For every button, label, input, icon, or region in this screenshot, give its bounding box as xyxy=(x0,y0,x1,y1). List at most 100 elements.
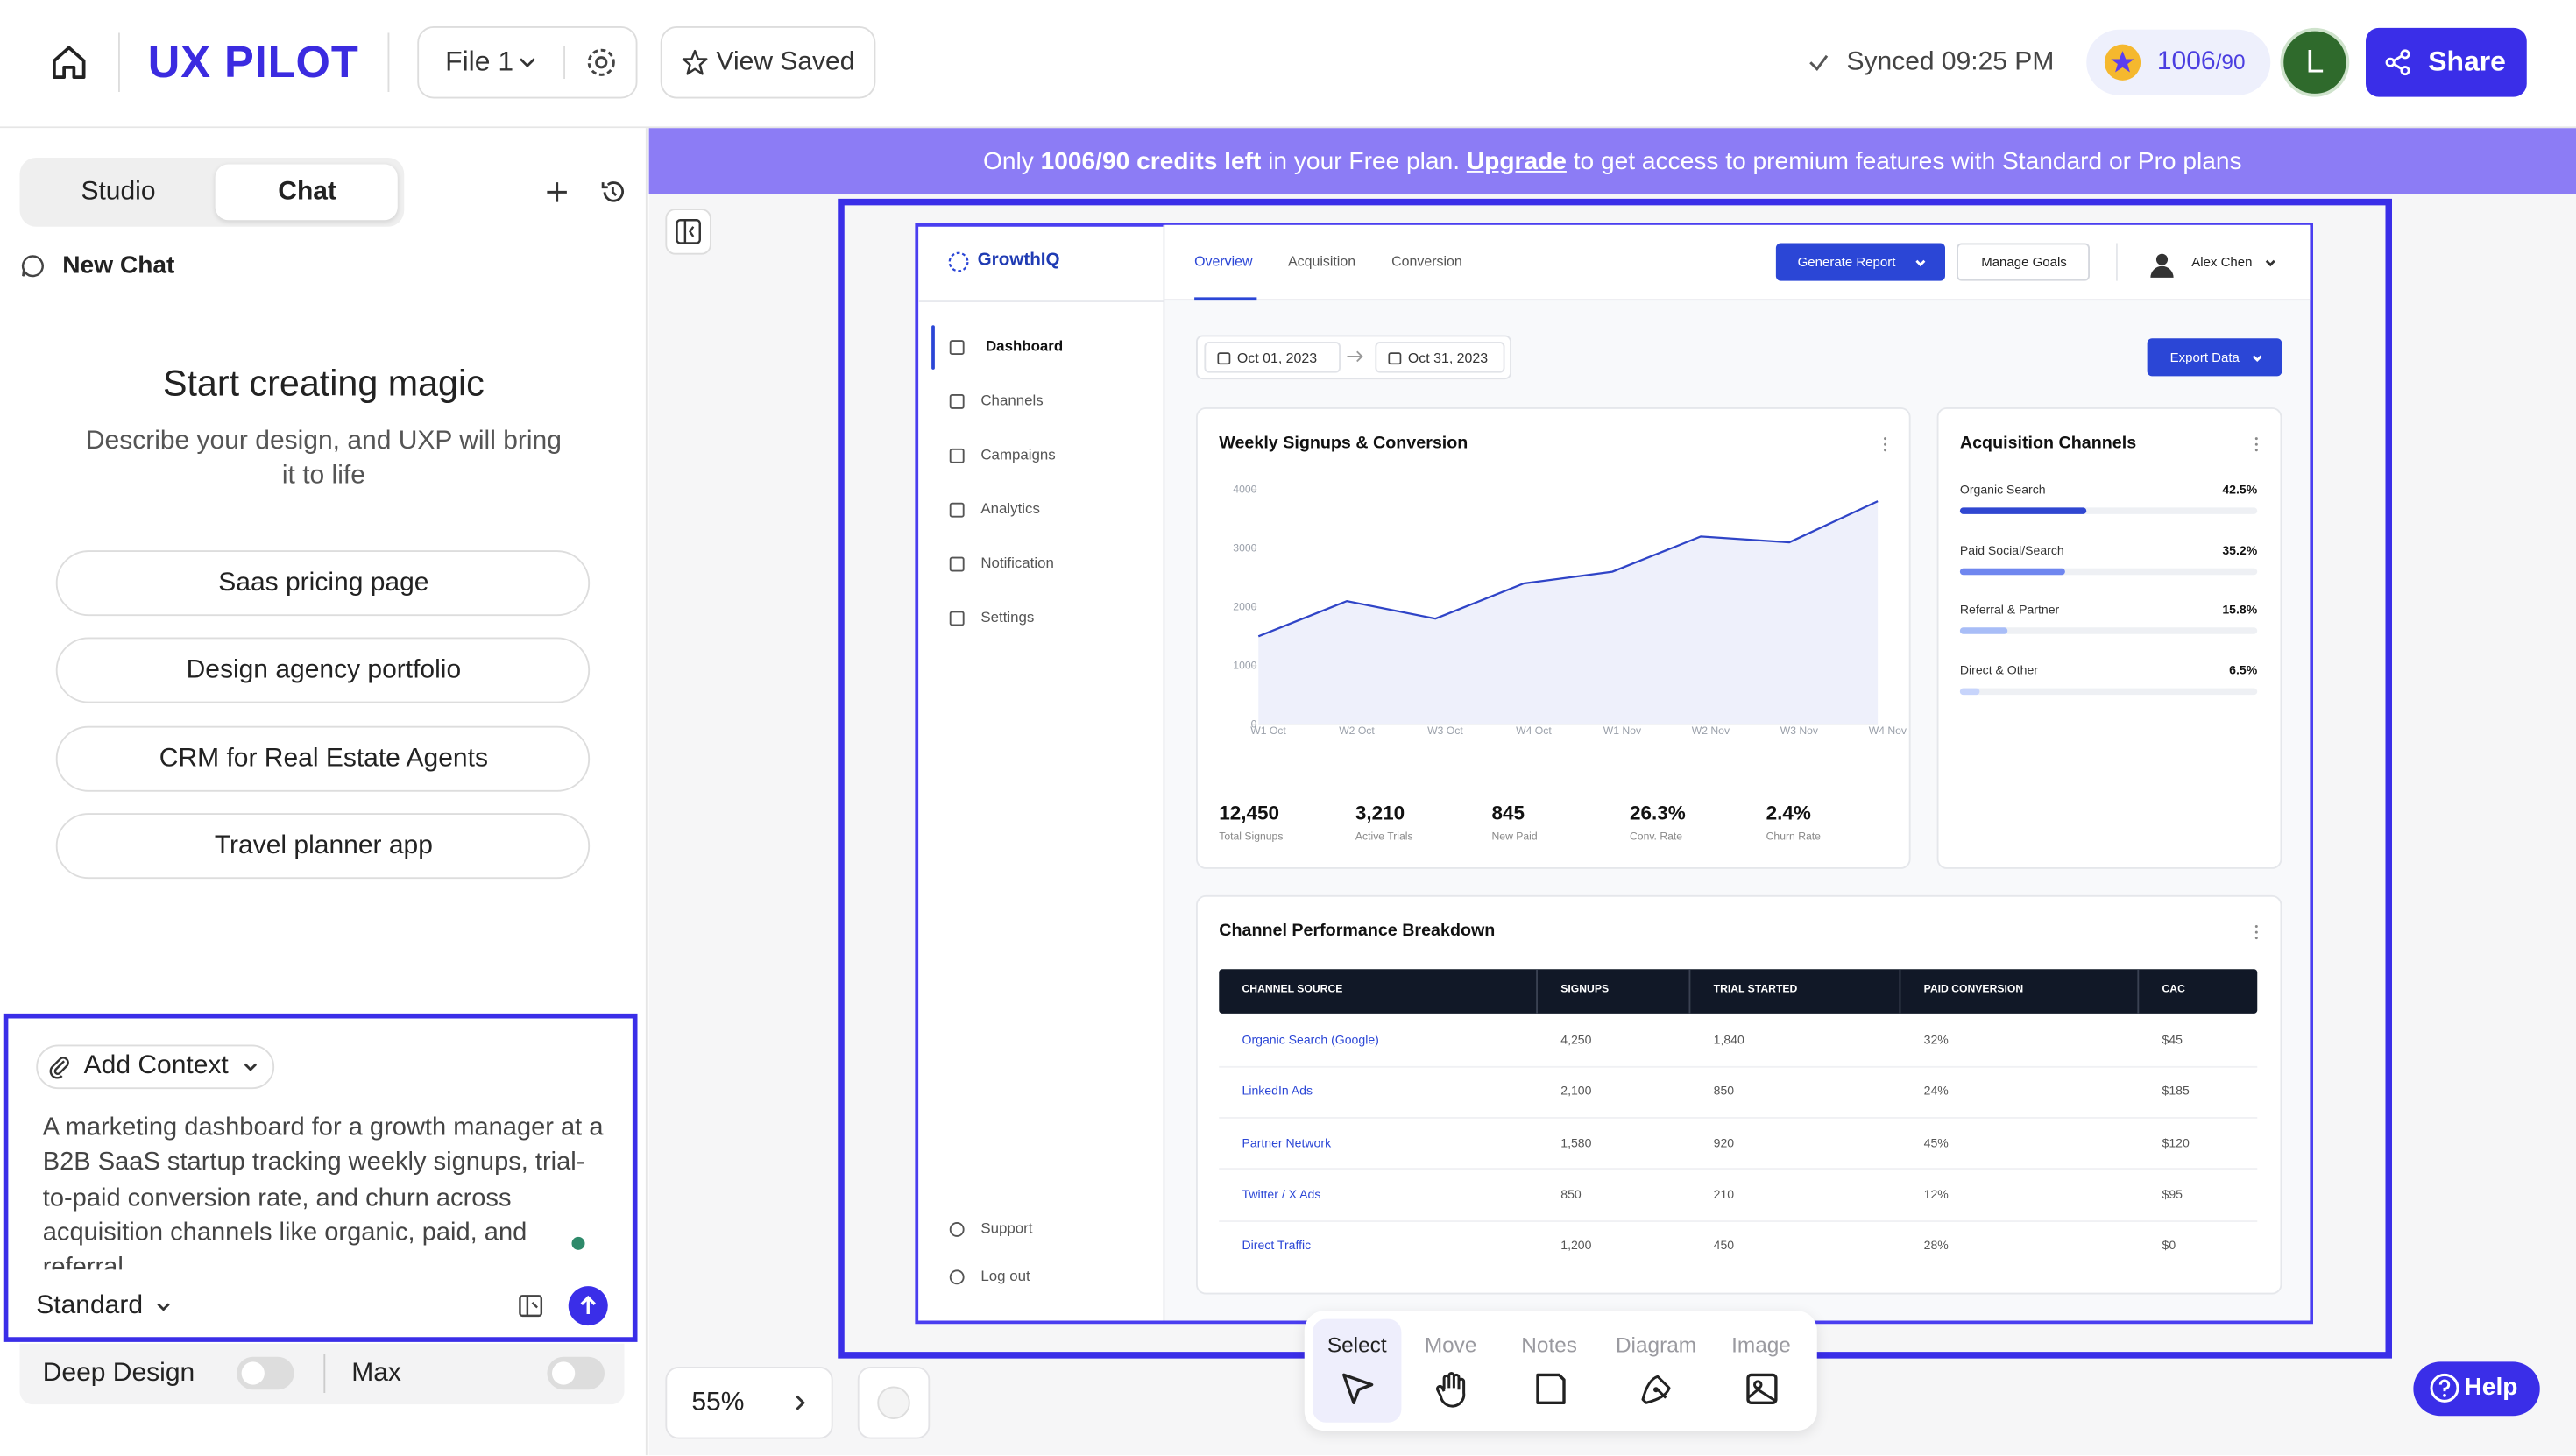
nav-icon xyxy=(949,611,964,626)
color-swatch xyxy=(877,1387,910,1420)
dash-nav-item[interactable]: Campaigns xyxy=(980,446,1055,463)
help-label: Help xyxy=(2465,1374,2518,1403)
home-icon[interactable] xyxy=(51,45,87,81)
stat-value: 3,210 xyxy=(1355,802,1405,825)
tool-icon[interactable] xyxy=(1637,1369,1674,1407)
tab-label[interactable]: Chat xyxy=(278,176,336,208)
icon-part xyxy=(950,1222,963,1235)
dash-footer-nav[interactable]: Log out xyxy=(980,1268,1030,1285)
upgrade-link[interactable]: Upgrade xyxy=(1467,147,1567,175)
column-header: TRIAL STARTED xyxy=(1714,984,1798,997)
dash-tab[interactable]: Acquisition xyxy=(1288,253,1355,270)
dash-nav-item[interactable]: Dashboard xyxy=(986,338,1063,356)
prompt-text[interactable]: A marketing dashboard for a growth manag… xyxy=(43,1111,610,1270)
help-icon xyxy=(2430,1374,2459,1403)
brand-icon xyxy=(947,251,968,272)
column-header: SIGNUPS xyxy=(1560,984,1609,997)
settings-icon[interactable] xyxy=(586,47,616,77)
library-icon[interactable] xyxy=(518,1293,544,1319)
table-cell: 12% xyxy=(1924,1186,1949,1201)
column-divider xyxy=(1689,969,1691,1014)
new-chat[interactable]: New Chat xyxy=(62,251,174,281)
icon-part xyxy=(1652,1386,1658,1391)
icon-part xyxy=(683,51,706,74)
icon-part xyxy=(1537,1374,1563,1402)
tool-label[interactable]: Select xyxy=(1327,1332,1387,1358)
more-icon[interactable] xyxy=(2254,924,2259,939)
area-fill xyxy=(1258,501,1878,724)
nav-icon xyxy=(949,448,964,463)
card-title: Acquisition Channels xyxy=(1960,433,2136,454)
dash-footer-nav[interactable]: Support xyxy=(980,1219,1032,1237)
date-label: Oct 01, 2023 xyxy=(1237,350,1317,366)
icon-part xyxy=(950,449,963,462)
tool-label[interactable]: Diagram xyxy=(1616,1332,1696,1358)
chevron-icon xyxy=(241,1057,259,1076)
channel-name: Paid Social/Search xyxy=(1960,542,2064,557)
icon-part xyxy=(1810,56,1827,69)
dash-tab[interactable]: Conversion xyxy=(1391,253,1462,270)
mode-select[interactable]: Standard xyxy=(36,1290,143,1322)
subheading: Describe your design, and UXP will bring… xyxy=(77,424,570,497)
row-divider xyxy=(1219,1065,2257,1067)
channel-link[interactable]: Partner Network xyxy=(1242,1135,1332,1150)
channel-link[interactable]: Twitter / X Ads xyxy=(1242,1186,1321,1201)
icon-part xyxy=(603,182,608,187)
arrow-icon xyxy=(1348,350,1364,363)
tab-label[interactable]: Studio xyxy=(81,176,155,208)
dash-nav-item[interactable]: Channels xyxy=(980,392,1043,409)
table-cell: 1,580 xyxy=(1560,1135,1591,1150)
icon-part xyxy=(2254,357,2261,361)
channel-link[interactable]: LinkedIn Ads xyxy=(1242,1084,1313,1099)
icon-part xyxy=(950,394,963,407)
dash-nav-item[interactable]: Analytics xyxy=(980,500,1040,518)
channel-share: 42.5% xyxy=(2222,482,2257,497)
icon-part xyxy=(2254,436,2257,439)
history-icon[interactable] xyxy=(599,179,626,205)
icon-part xyxy=(950,611,963,625)
icon-part xyxy=(520,1296,541,1316)
divider xyxy=(323,1354,325,1393)
column-divider xyxy=(2137,969,2139,1014)
icon-part xyxy=(1348,351,1362,361)
channel-link[interactable]: Organic Search (Google) xyxy=(1242,1032,1379,1047)
dash-nav-item[interactable]: Settings xyxy=(980,609,1034,626)
icon-part xyxy=(23,256,43,276)
tool-icon[interactable] xyxy=(1338,1369,1376,1407)
tool-icon[interactable] xyxy=(1531,1369,1568,1407)
card-title: Channel Performance Breakdown xyxy=(1219,921,1495,942)
credits-used: 1006 xyxy=(2157,46,2216,80)
column-divider xyxy=(1900,969,1901,1014)
more-icon[interactable] xyxy=(2254,436,2259,451)
calendar-icon xyxy=(1217,351,1230,364)
dash-brand: GrowthIQ xyxy=(978,251,1060,272)
row-divider xyxy=(1219,1169,2257,1170)
chevron-icon xyxy=(516,51,539,74)
x-tick-label: W4 Nov xyxy=(1869,724,1907,737)
icon-part xyxy=(2254,930,2257,933)
table-cell: 2,100 xyxy=(1560,1084,1591,1099)
tool-label[interactable]: Image xyxy=(1731,1332,1791,1358)
zoom-level: 55% xyxy=(691,1387,744,1418)
dash-tab[interactable]: Overview xyxy=(1194,253,1252,270)
tool-icon[interactable] xyxy=(1742,1369,1780,1407)
banner-text: to get access to premium features with S… xyxy=(1567,147,2242,175)
user-name[interactable]: Alex Chen xyxy=(2191,255,2252,271)
stat-value: 12,450 xyxy=(1219,802,1279,825)
icon-part xyxy=(2254,936,2257,938)
credits-text: 1006/90 xyxy=(2157,46,2272,80)
tool-label[interactable]: Notes xyxy=(1521,1332,1577,1358)
icon-part xyxy=(244,1064,255,1069)
acquisition-card xyxy=(1937,407,2282,869)
table-cell: $95 xyxy=(2162,1186,2183,1201)
channel-link[interactable]: Direct Traffic xyxy=(1242,1238,1312,1253)
dash-nav-item[interactable]: Notification xyxy=(980,555,1053,572)
table-cell: 45% xyxy=(1924,1135,1949,1150)
tool-icon[interactable] xyxy=(1432,1369,1469,1407)
y-tick-label: 1000 xyxy=(1233,660,1256,672)
icon-part xyxy=(520,59,534,66)
table-cell: 450 xyxy=(1714,1238,1734,1253)
deep-design-label: Deep Design xyxy=(43,1358,195,1389)
plus-icon[interactable] xyxy=(546,180,569,203)
tool-label[interactable]: Move xyxy=(1425,1332,1477,1358)
